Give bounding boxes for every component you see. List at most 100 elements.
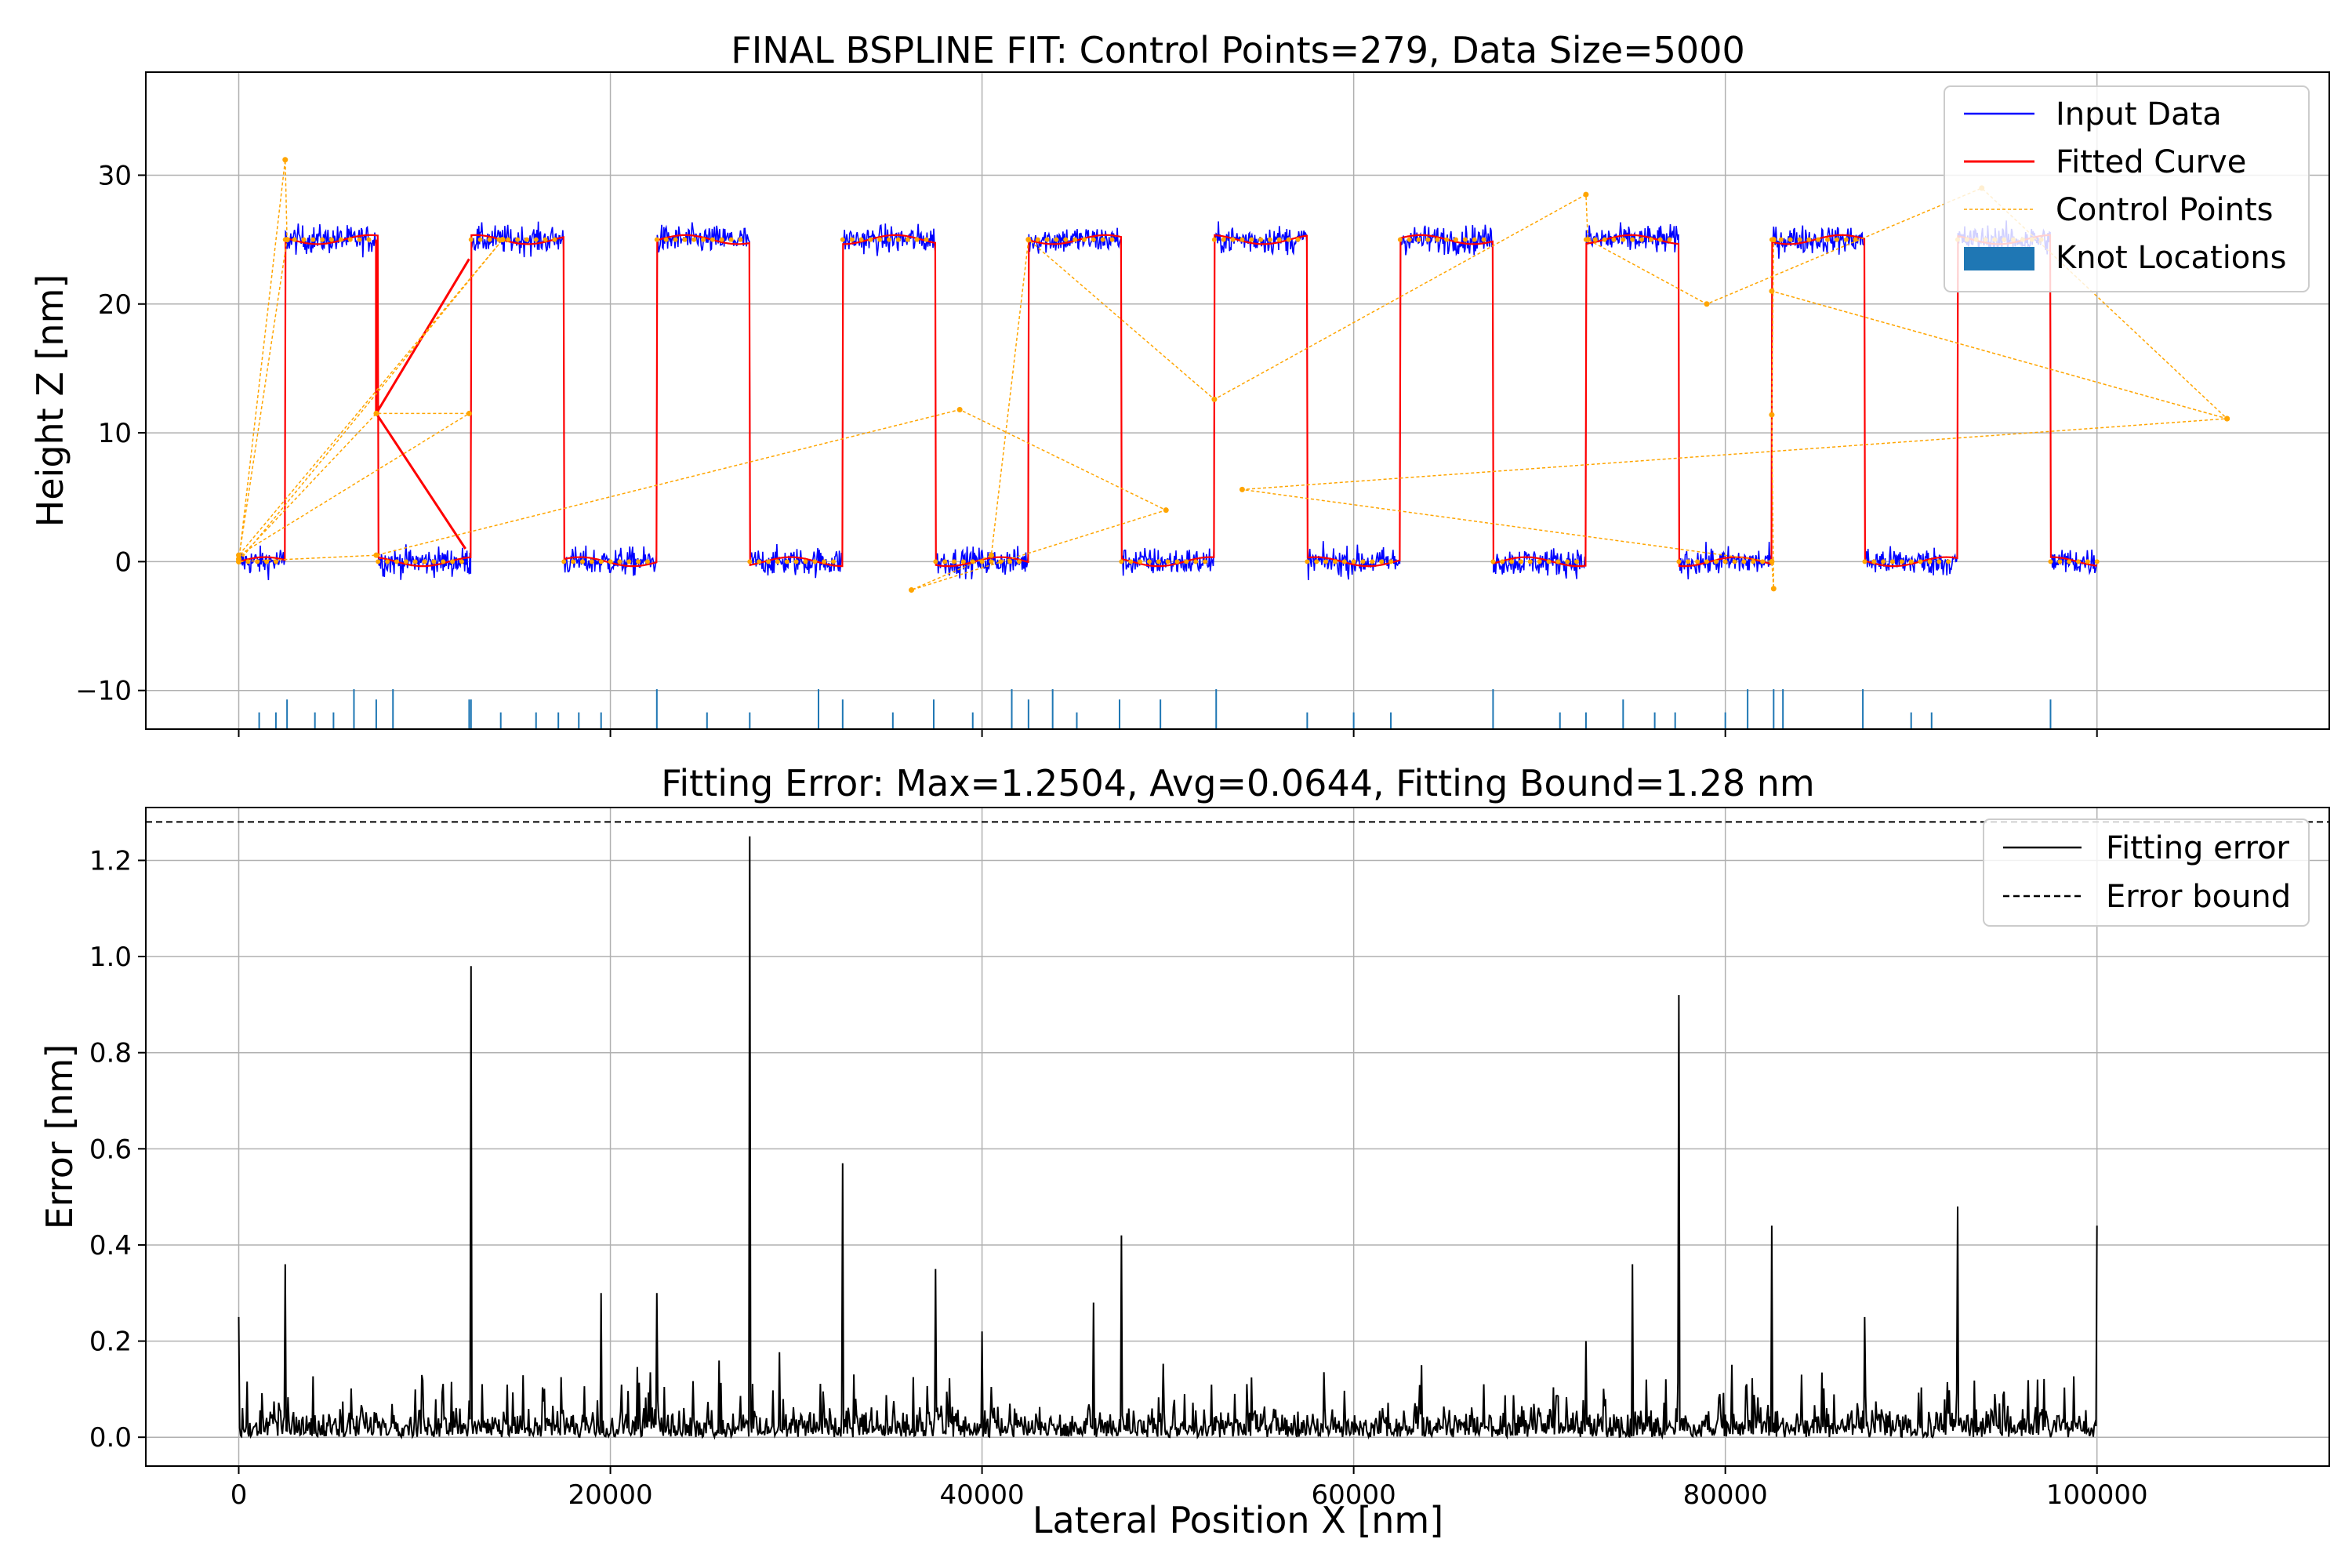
control-point (858, 237, 864, 242)
control-point (1370, 559, 1375, 564)
control-point (738, 237, 743, 242)
control-point (1397, 237, 1403, 242)
control-point (1546, 559, 1552, 564)
fitting-error-series (238, 836, 2098, 1440)
knot-bar (818, 689, 820, 729)
control-point (1704, 559, 1709, 564)
error-plot-ylabel: Error [nm] (38, 1044, 81, 1230)
control-point (1444, 237, 1450, 242)
error-plot-xtick-label: 80000 (1683, 1479, 1768, 1511)
control-point (1899, 559, 1904, 564)
control-point (1770, 586, 1777, 592)
control-point (1211, 396, 1218, 402)
control-point (450, 559, 456, 564)
knot-bar (1930, 712, 1933, 729)
control-point (1025, 237, 1031, 242)
control-point (988, 552, 994, 558)
control-point (1908, 559, 1914, 564)
error-plot-ytick-label: 1.0 (89, 942, 132, 973)
control-point (924, 237, 929, 242)
control-point (895, 237, 901, 242)
control-point (1360, 559, 1366, 564)
control-point (1890, 559, 1895, 564)
control-point (617, 559, 622, 564)
control-point (1258, 237, 1264, 242)
knot-bar (1910, 712, 1912, 729)
control-point (373, 552, 379, 558)
control-point (1305, 559, 1310, 564)
control-point (1778, 237, 1784, 242)
control-point (673, 237, 678, 242)
control-point (644, 559, 650, 564)
control-point (905, 237, 910, 242)
control-point (1722, 559, 1728, 564)
error-plot-frame (145, 807, 2330, 1467)
knot-bar (1862, 689, 1864, 729)
control-point (1732, 559, 1737, 564)
knot-bar (578, 712, 580, 729)
knot-bar (1773, 689, 1775, 729)
control-point (822, 559, 827, 564)
control-point (933, 559, 938, 564)
control-point (1769, 412, 1775, 418)
control-point (1163, 507, 1169, 514)
control-points-polyline (237, 159, 2228, 591)
control-point (561, 559, 567, 564)
control-point (301, 237, 307, 242)
control-point (830, 559, 836, 564)
control-point (747, 559, 753, 564)
control-point (970, 559, 975, 564)
control-point (422, 559, 427, 564)
knot-bar (1653, 712, 1656, 729)
error-plot-xtick-label: 60000 (1312, 1479, 1396, 1511)
control-point (701, 237, 706, 242)
control-point (1648, 237, 1653, 242)
control-point (552, 237, 557, 242)
control-point (960, 559, 966, 564)
control-point (1797, 237, 1802, 242)
control-point (1323, 559, 1329, 564)
error-plot-title: Fitting Error: Max=1.2504, Avg=0.0644, F… (661, 762, 1814, 804)
control-point (1267, 237, 1272, 242)
control-point (515, 237, 521, 242)
control-point (2085, 559, 2090, 564)
knot-bar (1306, 712, 1308, 729)
knot-bar (1559, 712, 1561, 729)
control-point (766, 559, 771, 564)
control-point (1146, 559, 1152, 564)
control-point (1927, 559, 1933, 564)
control-point (1128, 559, 1134, 564)
height-plot-title: FINAL BSPLINE FIT: Control Points=279, D… (731, 29, 1744, 71)
fitting-error-line (238, 836, 2098, 1440)
knot-bar (1011, 689, 1013, 729)
knot-bar (1215, 689, 1218, 729)
control-point (2057, 559, 2063, 564)
control-point (1007, 559, 1013, 564)
control-point (1286, 237, 1291, 242)
control-point (849, 237, 855, 242)
error-plot-ytick-label: 1.2 (89, 845, 132, 877)
control-point (1574, 559, 1580, 564)
control-point (1621, 237, 1626, 242)
control-point (412, 559, 418, 564)
control-point (1454, 237, 1458, 242)
control-point (1751, 559, 1756, 564)
control-point (956, 407, 963, 413)
knot-bar (1076, 712, 1078, 729)
knot-bar (314, 712, 316, 729)
control-point (1918, 559, 1923, 564)
control-point (366, 237, 372, 242)
control-point (357, 237, 362, 242)
control-point (1946, 559, 1951, 564)
control-point (636, 559, 641, 564)
control-point (1073, 237, 1078, 242)
height-plot: FINAL BSPLINE FIT: Control Points=279, D… (29, 29, 2330, 737)
control-point (691, 237, 697, 242)
control-point (868, 237, 873, 242)
knot-bar (535, 712, 537, 729)
knot-bar (600, 712, 602, 729)
control-point (1481, 237, 1486, 242)
height-plot-ytick-label: −10 (75, 676, 132, 707)
control-point (264, 559, 270, 564)
control-point (1788, 237, 1793, 242)
